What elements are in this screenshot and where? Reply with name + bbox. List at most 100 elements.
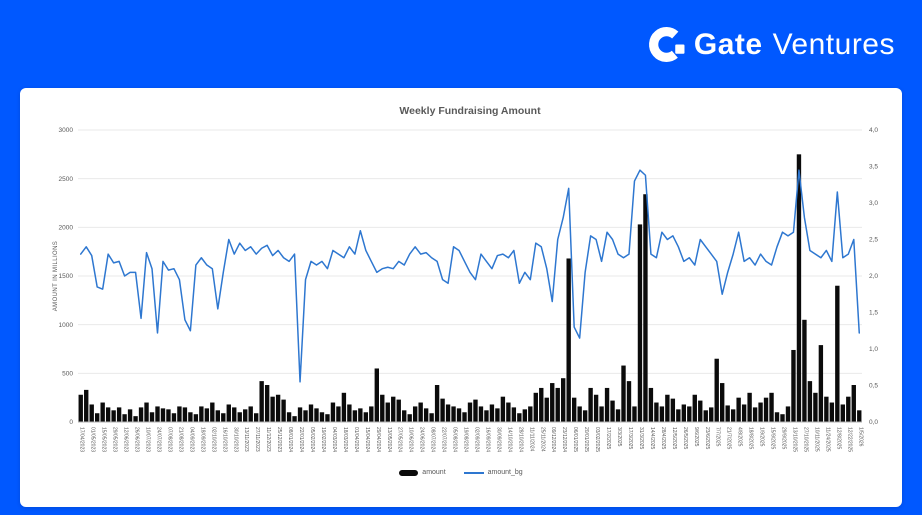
y-axis-title: AMOUNT IN MILLIONS [53,241,59,311]
svg-text:23/6/2025: 23/6/2025 [704,427,710,449]
svg-text:10/07/2023: 10/07/2023 [145,427,151,452]
svg-text:13/11/2023: 13/11/2023 [243,427,249,452]
svg-text:22/01/2024: 22/01/2024 [298,427,304,452]
legend: amount amount_bg [20,469,902,476]
svg-text:3000: 3000 [59,127,74,134]
line-series-amount-bg [79,169,861,383]
svg-text:15/04/2024: 15/04/2024 [364,427,370,452]
svg-text:29/04/2024: 29/04/2024 [375,427,381,452]
svg-text:09/12/2024: 09/12/2024 [550,427,556,452]
right-axis-tick-labels: 0,0 0,5 1,0 1,5 2,0 2,5 3,0 3,5 4,0 [869,127,878,426]
svg-text:16/10/2023: 16/10/2023 [221,427,227,452]
svg-text:12/5/2025: 12/5/2025 [671,427,677,449]
svg-text:15/05/2023: 15/05/2023 [101,427,107,452]
svg-text:17/2/2025: 17/2/2025 [605,427,611,449]
svg-text:21/7/2025: 21/7/2025 [726,427,732,449]
svg-text:3/3/2025: 3/3/2025 [616,427,622,447]
svg-text:26/06/2023: 26/06/2023 [134,427,140,452]
svg-text:22/07/2024: 22/07/2024 [441,427,447,452]
legend-item-amount: amount [399,469,446,476]
svg-text:12/06/2023: 12/06/2023 [123,427,129,452]
svg-text:17/04/2023: 17/04/2023 [79,427,85,452]
legend-swatch-line [463,471,484,474]
brand-name-light: Ventures [772,27,895,61]
svg-text:02/10/2023: 02/10/2023 [210,427,216,452]
chart-title: Weekly Fundraising Amount [399,105,541,117]
svg-text:10/06/2024: 10/06/2024 [408,427,414,452]
bar-series-amount [78,154,862,422]
svg-text:3,5: 3,5 [869,164,878,171]
svg-text:4/8/2025: 4/8/2025 [737,427,743,447]
svg-text:2000: 2000 [59,225,74,232]
svg-text:08/07/2024: 08/07/2024 [430,427,436,452]
svg-text:1/5/2026: 1/5/2026 [857,427,863,447]
brand-logo: Gate Ventures [648,26,895,63]
svg-text:08/01/2024: 08/01/2024 [287,427,293,452]
svg-text:05/08/2024: 05/08/2024 [452,427,458,452]
svg-text:30/10/2023: 30/10/2023 [232,427,238,452]
svg-text:1000: 1000 [59,322,74,329]
svg-text:1/9/2025: 1/9/2025 [759,427,765,447]
svg-text:1,5: 1,5 [869,310,878,317]
svg-text:03/02/2025: 03/02/2025 [594,427,600,452]
svg-text:24/07/2023: 24/07/2023 [156,427,162,452]
chart-card: Weekly Fundraising Amount 0 500 1000 1500 20… [20,88,902,507]
svg-text:14/4/2025: 14/4/2025 [649,427,655,449]
svg-text:17/3/2025: 17/3/2025 [627,427,633,449]
svg-text:13/05/2024: 13/05/2024 [386,427,392,452]
svg-text:11/12/2023: 11/12/2023 [265,427,271,452]
svg-text:12/8/2025: 12/8/2025 [835,427,841,449]
svg-text:27/10/2025: 27/10/2025 [802,427,808,452]
svg-text:01/04/2024: 01/04/2024 [353,427,359,452]
svg-text:1500: 1500 [59,273,74,280]
svg-text:7/7/2025: 7/7/2025 [715,427,721,447]
svg-text:15/9/2025: 15/9/2025 [770,427,776,449]
svg-text:11/24/2025: 11/24/2025 [824,427,830,452]
svg-text:18/03/2024: 18/03/2024 [342,427,348,452]
svg-text:04/09/2023: 04/09/2023 [188,427,194,452]
chart-canvas: 0 500 1000 1500 2000 2500 3000 0,0 0,5 1,0 1,5 2,0 2… [53,127,878,452]
svg-text:26/5/2025: 26/5/2025 [682,427,688,449]
svg-text:06/01/2025: 06/01/2025 [572,427,578,452]
svg-text:0,5: 0,5 [869,383,878,390]
svg-text:28/4/2025: 28/4/2025 [660,427,666,449]
legend-label-amount-bg: amount_bg [487,469,523,476]
svg-text:27/11/2023: 27/11/2023 [254,427,260,452]
svg-text:25/11/2024: 25/11/2024 [539,427,545,452]
svg-text:02/09/2024: 02/09/2024 [473,427,479,452]
legend-label-amount: amount [422,469,446,476]
header: Gate Ventures [0,0,922,88]
svg-text:4,0: 4,0 [869,127,878,134]
brand-name-bold: Gate [693,27,763,61]
left-axis-tick-labels: 0 500 1000 1500 2000 2500 3000 [59,127,74,426]
svg-text:9/6/2025: 9/6/2025 [693,427,699,447]
svg-text:24/06/2024: 24/06/2024 [419,427,425,452]
svg-text:AMOUNT IN MILLIONS: AMOUNT IN MILLIONS [53,241,59,311]
svg-text:30/09/2024: 30/09/2024 [495,427,501,452]
svg-text:19/02/2024: 19/02/2024 [320,427,326,452]
svg-text:1,0: 1,0 [869,346,878,353]
svg-text:10/11/2025: 10/11/2025 [813,427,819,452]
svg-text:01/05/2023: 01/05/2023 [90,427,96,452]
svg-text:0,0: 0,0 [869,419,878,426]
svg-text:23/12/2024: 23/12/2024 [561,427,567,452]
svg-text:29/9/2025: 29/9/2025 [781,427,787,449]
svg-text:31/3/2025: 31/3/2025 [638,427,644,449]
legend-item-amount-bg: amount_bg [463,469,523,476]
svg-text:2,0: 2,0 [869,273,878,280]
svg-text:07/08/2023: 07/08/2023 [166,427,172,452]
svg-text:2500: 2500 [59,176,74,183]
svg-text:25/12/2023: 25/12/2023 [276,427,282,452]
svg-text:18/09/2023: 18/09/2023 [199,427,205,452]
svg-text:3,0: 3,0 [869,200,878,207]
svg-text:11/11/2024: 11/11/2024 [528,427,534,452]
svg-text:21/08/2023: 21/08/2023 [177,427,183,452]
svg-text:2,5: 2,5 [869,237,878,244]
gate-logo-icon [648,27,685,62]
svg-text:29/05/2023: 29/05/2023 [112,427,118,452]
x-axis-tick-labels: 17/04/2023 01/05/2023 15/05/2023 29/05/2023… [79,427,864,452]
svg-text:27/05/2024: 27/05/2024 [397,427,403,452]
svg-text:04/03/2024: 04/03/2024 [331,427,337,452]
svg-text:0: 0 [69,419,73,426]
